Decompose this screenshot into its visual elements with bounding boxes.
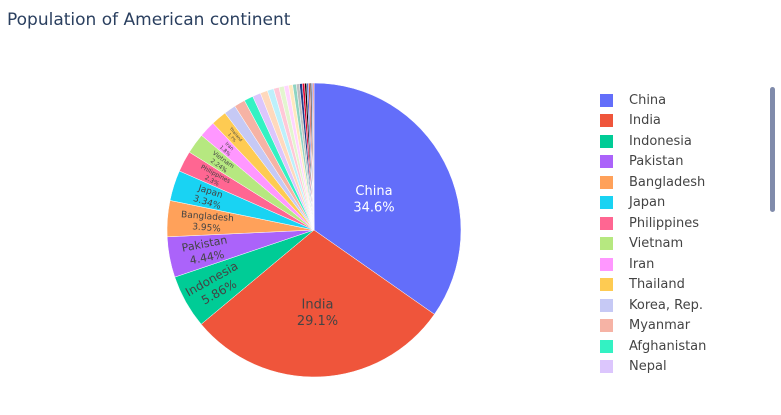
legend-label: China [629, 92, 667, 108]
legend-item-nepal[interactable]: Nepal [600, 357, 760, 378]
legend-scrollbar[interactable] [770, 87, 775, 212]
legend-item-korea-rep[interactable]: Korea, Rep. [600, 295, 760, 316]
legend: China India Indonesia Pakistan Bangladesh Jap… [600, 90, 760, 377]
pie-label-percent: 34.6% [353, 200, 394, 215]
chart-title: Population of American continent [7, 10, 291, 30]
legend-label: Nepal [629, 359, 667, 375]
legend-label: Japan [629, 195, 666, 211]
legend-item-indonesia[interactable]: Indonesia [600, 131, 760, 152]
pie-slice-china[interactable] [313, 82, 462, 315]
legend-swatch [600, 114, 613, 128]
pie-label-name: Iran [223, 141, 234, 152]
legend-item-thailand[interactable]: Thailand [600, 275, 760, 296]
pie-label-percent: 3.95% [192, 222, 222, 234]
legend-swatch [600, 237, 613, 251]
pie-label-name: India [302, 298, 334, 313]
legend-label: Philippines [629, 215, 700, 231]
legend-swatch [600, 155, 613, 169]
pie-slice-other-29[interactable] [312, 82, 315, 231]
pie-label-name: China [355, 184, 392, 199]
legend-item-bangladesh[interactable]: Bangladesh [600, 172, 760, 193]
legend-item-iran[interactable]: Iran [600, 254, 760, 275]
legend-swatch [600, 360, 613, 374]
legend-swatch [600, 93, 613, 107]
legend-swatch [600, 339, 613, 353]
legend-swatch [600, 134, 613, 148]
legend-label: Iran [629, 256, 655, 272]
legend-swatch [600, 196, 613, 210]
legend-swatch [600, 278, 613, 292]
legend-swatch [600, 175, 613, 189]
legend-label: Indonesia [629, 133, 692, 149]
legend-swatch [600, 257, 613, 271]
pie-label-percent: 4.44% [189, 248, 226, 267]
legend-label: Korea, Rep. [629, 297, 703, 313]
legend-label: Afghanistan [629, 338, 707, 354]
legend-swatch [600, 216, 613, 230]
legend-item-myanmar[interactable]: Myanmar [600, 316, 760, 337]
legend-item-philippines[interactable]: Philippines [600, 213, 760, 234]
legend-item-pakistan[interactable]: Pakistan [600, 152, 760, 173]
legend-label: Bangladesh [629, 174, 706, 190]
pie-label-name: Bangladesh [181, 210, 234, 224]
legend-label: Thailand [629, 277, 685, 293]
legend-item-india[interactable]: India [600, 111, 760, 132]
pie-label-percent: 29.1% [297, 314, 338, 329]
legend-item-china[interactable]: China [600, 90, 760, 111]
legend-item-vietnam[interactable]: Vietnam [600, 234, 760, 255]
legend-label: Pakistan [629, 154, 684, 170]
pie-slice-india[interactable] [200, 229, 435, 378]
legend-item-afghanistan[interactable]: Afghanistan [600, 336, 760, 357]
pie-label-percent: 1.7% [227, 132, 238, 143]
legend-label: India [629, 113, 661, 129]
legend-label: Myanmar [629, 318, 691, 334]
legend-label: Vietnam [629, 236, 684, 252]
legend-item-japan[interactable]: Japan [600, 193, 760, 214]
legend-swatch [600, 298, 613, 312]
legend-swatch [600, 319, 613, 333]
